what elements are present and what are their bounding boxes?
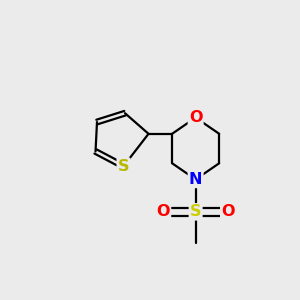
Text: N: N [189, 172, 202, 187]
Text: O: O [221, 204, 235, 219]
Text: O: O [189, 110, 202, 125]
Text: S: S [190, 204, 201, 219]
Text: S: S [118, 159, 129, 174]
Text: O: O [157, 204, 170, 219]
